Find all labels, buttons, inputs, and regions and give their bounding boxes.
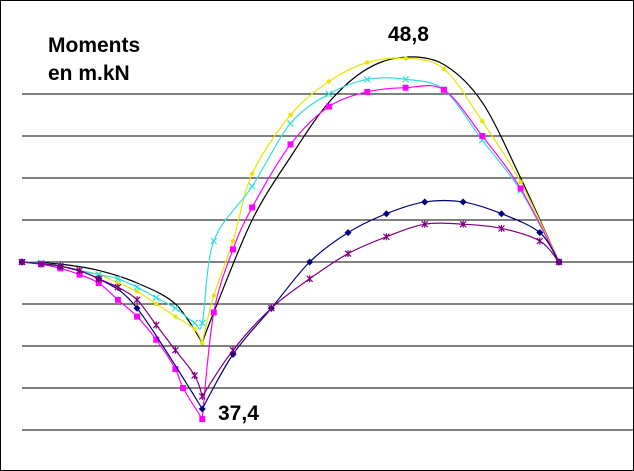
data-point: [536, 237, 544, 245]
data-point: [180, 385, 187, 391]
data-point: [210, 309, 217, 316]
data-point: [198, 405, 206, 413]
data-point: [459, 220, 467, 228]
data-point: [18, 258, 26, 266]
data-point: [114, 296, 121, 303]
data-point: [198, 392, 206, 400]
data-point: [325, 103, 332, 110]
data-point: [76, 266, 83, 274]
series-6: [18, 220, 563, 400]
data-point: [421, 198, 429, 206]
data-point: [56, 262, 64, 270]
data-point: [211, 293, 216, 298]
series-4: [19, 84, 562, 423]
data-point: [480, 119, 485, 124]
data-point: [306, 275, 314, 283]
data-point: [402, 75, 409, 83]
chart-title-line1: Moments: [48, 34, 140, 57]
data-point: [172, 346, 179, 354]
data-point: [287, 119, 294, 127]
data-point: [287, 141, 294, 148]
data-point: [134, 289, 140, 294]
data-point: [364, 88, 371, 95]
data-point: [536, 229, 544, 237]
series-line: [21, 199, 560, 411]
data-point: [421, 220, 429, 228]
data-point: [37, 260, 45, 268]
data-point: [344, 250, 352, 258]
data-point: [344, 229, 352, 237]
data-point: [133, 283, 141, 291]
data-point: [133, 296, 141, 304]
chart-title-line2: en m.kN: [48, 62, 130, 85]
series-line: [21, 222, 560, 398]
data-point: [172, 366, 179, 373]
data-point: [382, 210, 390, 218]
data-point: [95, 275, 103, 283]
data-point: [441, 66, 447, 72]
data-point: [326, 79, 332, 84]
data-point: [459, 198, 467, 206]
min-value-label: 37,4: [218, 402, 259, 425]
data-point: [288, 112, 293, 118]
data-point: [325, 90, 333, 98]
data-point: [210, 237, 218, 245]
max-value-label: 48,8: [388, 23, 429, 46]
data-point: [152, 321, 160, 329]
data-point: [76, 271, 83, 278]
data-point: [114, 283, 122, 291]
series-group: [18, 56, 563, 423]
gridlines: [22, 93, 634, 431]
data-point: [134, 313, 141, 320]
data-point: [154, 301, 159, 307]
data-point: [230, 238, 236, 244]
data-point: [518, 180, 523, 185]
data-point: [249, 171, 255, 176]
data-point: [479, 133, 486, 139]
data-point: [248, 182, 256, 190]
data-point: [153, 336, 160, 343]
data-point: [249, 204, 256, 211]
series-line: [21, 85, 560, 421]
data-point: [382, 233, 390, 241]
data-point: [517, 185, 524, 192]
data-point: [497, 210, 505, 218]
series-line: [21, 56, 560, 345]
series-line: [21, 57, 560, 346]
data-point: [229, 246, 236, 253]
data-point: [173, 314, 178, 319]
data-point: [133, 304, 141, 312]
data-point: [199, 416, 206, 423]
data-point: [402, 84, 409, 91]
data-point: [172, 304, 179, 312]
data-point: [198, 319, 206, 327]
series-1: [21, 56, 560, 345]
data-point: [363, 75, 371, 83]
data-point: [267, 304, 275, 312]
data-point: [114, 275, 122, 283]
data-point: [115, 280, 121, 286]
data-point: [95, 280, 102, 286]
data-point: [192, 327, 197, 332]
data-point: [365, 60, 370, 65]
data-point: [152, 294, 160, 302]
data-point: [306, 258, 314, 266]
data-point: [403, 56, 408, 61]
data-point: [200, 340, 205, 346]
data-point: [440, 86, 447, 93]
data-point: [498, 224, 505, 232]
data-point: [191, 319, 199, 327]
series-5: [18, 198, 563, 413]
data-point: [191, 371, 199, 379]
data-point: [229, 346, 237, 354]
data-point: [555, 258, 563, 266]
